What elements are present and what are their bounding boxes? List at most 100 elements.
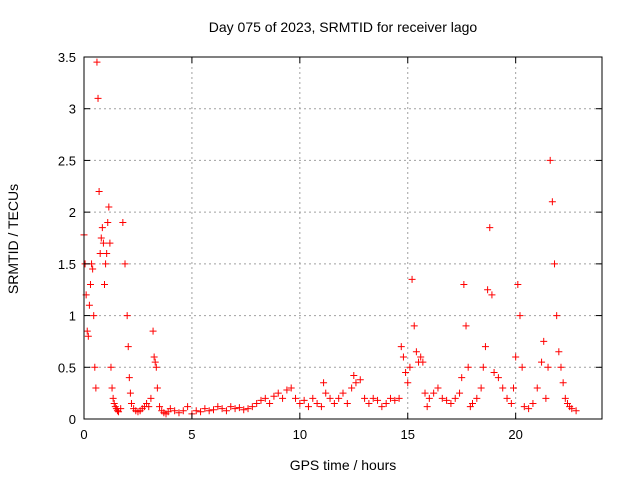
- plot-frame: [83, 56, 603, 420]
- data-point: [365, 399, 373, 407]
- data-point: [89, 265, 97, 273]
- data-point: [279, 394, 287, 402]
- chart-title: Day 075 of 2023, SRMTID for receiver lag…: [209, 19, 478, 35]
- data-point: [391, 396, 399, 404]
- data-point: [126, 389, 134, 397]
- data-point: [317, 403, 325, 411]
- data-point: [151, 358, 159, 366]
- data-point: [425, 394, 433, 402]
- y-tick-label: 0.5: [58, 360, 76, 375]
- data-point: [572, 407, 580, 415]
- data-point: [520, 403, 528, 411]
- data-point: [96, 250, 104, 258]
- data-point: [95, 187, 103, 195]
- data-point: [119, 218, 127, 226]
- data-point: [438, 394, 446, 402]
- data-point: [292, 394, 300, 402]
- data-point: [283, 386, 291, 394]
- data-point: [274, 389, 282, 397]
- data-point: [101, 281, 109, 289]
- axis-ticks: [83, 56, 602, 420]
- data-point: [386, 394, 394, 402]
- data-point: [156, 403, 164, 411]
- data-point: [253, 399, 261, 407]
- x-tick-label: 5: [188, 427, 195, 442]
- data-point: [150, 353, 158, 361]
- data-point: [447, 399, 455, 407]
- data-point: [568, 405, 576, 413]
- data-point: [322, 389, 330, 397]
- data-point: [451, 394, 459, 402]
- data-point: [542, 394, 550, 402]
- data-point: [514, 281, 522, 289]
- data-point: [369, 394, 377, 402]
- data-point: [561, 394, 569, 402]
- data-point: [546, 156, 554, 164]
- data-point: [218, 405, 226, 413]
- data-point: [551, 260, 559, 268]
- data-point: [235, 404, 243, 412]
- data-point: [434, 384, 442, 392]
- data-point: [330, 399, 338, 407]
- data-point: [356, 376, 364, 384]
- data-point: [110, 399, 118, 407]
- data-point: [460, 281, 468, 289]
- data-point: [313, 399, 321, 407]
- data-point: [412, 348, 420, 356]
- data-point: [397, 343, 405, 351]
- data-point: [423, 403, 431, 411]
- data-point: [125, 374, 133, 382]
- data-point: [494, 374, 502, 382]
- data-point: [553, 312, 561, 320]
- data-point: [153, 384, 161, 392]
- x-tick-label: 20: [508, 427, 522, 442]
- data-point: [473, 394, 481, 402]
- data-point: [121, 260, 129, 268]
- data-point: [540, 337, 548, 345]
- data-point: [320, 379, 328, 387]
- data-point: [300, 396, 308, 404]
- data-point: [244, 405, 252, 413]
- data-point: [555, 348, 563, 356]
- grid: [84, 57, 602, 419]
- data-point: [479, 363, 487, 371]
- data-point: [399, 353, 407, 361]
- data-point: [127, 399, 135, 407]
- data-point: [339, 389, 347, 397]
- data-point: [257, 396, 265, 404]
- data-point: [240, 406, 248, 414]
- data-point: [214, 403, 222, 411]
- data-point: [481, 343, 489, 351]
- data-point: [518, 363, 526, 371]
- data-point: [352, 379, 360, 387]
- data-point: [231, 405, 239, 413]
- data-point: [109, 394, 117, 402]
- data-point: [90, 312, 98, 320]
- data-point: [378, 403, 386, 411]
- data-point: [326, 394, 334, 402]
- data-point: [335, 394, 343, 402]
- data-point: [559, 379, 567, 387]
- data-point: [490, 368, 498, 376]
- data-point: [103, 250, 111, 258]
- data-point: [201, 405, 209, 413]
- y-tick-label: 1.5: [58, 257, 76, 272]
- data-point: [296, 399, 304, 407]
- data-point: [404, 379, 412, 387]
- data-point: [374, 396, 382, 404]
- data-point: [107, 363, 115, 371]
- data-point: [477, 384, 485, 392]
- data-point: [503, 394, 511, 402]
- data-point: [175, 409, 183, 417]
- data-point: [456, 389, 464, 397]
- data-point: [410, 322, 418, 330]
- data-point: [152, 363, 160, 371]
- data-point: [184, 403, 192, 411]
- data-point: [499, 384, 507, 392]
- data-point: [171, 407, 179, 415]
- x-tick-label: 0: [80, 427, 87, 442]
- data-point: [462, 322, 470, 330]
- data-point: [486, 224, 494, 232]
- data-point: [192, 407, 200, 415]
